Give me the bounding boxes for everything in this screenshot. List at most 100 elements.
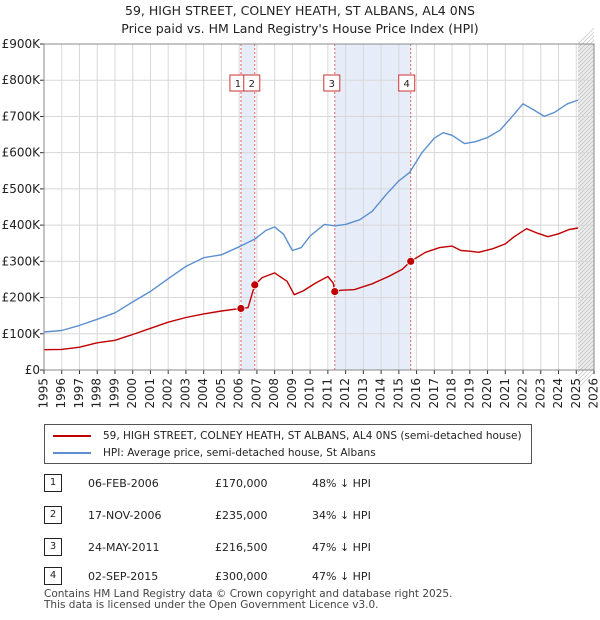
forecast-hatch-line	[577, 171, 595, 189]
transaction-point	[250, 280, 260, 290]
x-tick-label: 2019	[462, 378, 476, 409]
forecast-hatch-line	[577, 259, 595, 277]
x-tick-label: 2012	[338, 378, 352, 409]
forecast-hatch-line	[577, 295, 595, 313]
y-tick-label: £700K	[2, 109, 42, 123]
forecast-hatch-line	[577, 323, 595, 341]
transaction-point	[330, 287, 340, 296]
x-tick-label: 2006	[232, 378, 246, 409]
forecast-hatch-line	[577, 235, 595, 253]
forecast-hatch-line	[577, 159, 595, 177]
x-tick-label: 2013	[356, 378, 370, 409]
forecast-hatch-line	[577, 79, 595, 97]
x-tick-label: 2005	[214, 378, 228, 409]
transaction-box-label: 3	[329, 79, 335, 90]
x-tick-label: 2010	[303, 378, 317, 409]
forecast-hatch-line	[577, 111, 595, 129]
transaction-price: £235,000	[215, 509, 268, 522]
shaded-period	[334, 44, 411, 370]
forecast-hatch-line	[577, 255, 595, 273]
x-tick-label: 2016	[409, 378, 423, 409]
forecast-hatch-line	[577, 263, 595, 281]
forecast-hatch-line	[577, 83, 595, 101]
transaction-point	[406, 256, 416, 266]
forecast-hatch-line	[577, 131, 595, 149]
forecast-hatch-line	[577, 199, 595, 217]
y-tick-label: £100K	[2, 327, 42, 341]
transaction-box-label: 1	[235, 79, 241, 90]
x-tick-label: 1998	[90, 378, 104, 409]
transaction-hpi: 47% ↓ HPI	[312, 570, 371, 583]
forecast-hatch-line	[577, 343, 595, 361]
forecast-hatch-line	[577, 299, 595, 317]
y-tick-label: £0	[25, 363, 40, 377]
forecast-hatch-line	[577, 67, 595, 85]
forecast-hatch-line	[577, 103, 595, 121]
transaction-number: 3	[44, 538, 62, 556]
y-tick-label: £200K	[2, 291, 42, 305]
forecast-hatch-line	[577, 227, 595, 245]
transaction-hpi: 48% ↓ HPI	[312, 477, 371, 490]
x-tick-label: 2025	[569, 378, 583, 409]
forecast-hatch-line	[577, 99, 595, 117]
forecast-hatch-line	[577, 279, 595, 297]
x-tick-label: 2022	[516, 378, 530, 409]
footer-line-1: Contains HM Land Registry data © Crown c…	[44, 588, 453, 600]
transaction-number: 4	[44, 567, 62, 585]
x-tick-label: 2009	[285, 378, 299, 409]
x-tick-label: 2002	[161, 378, 175, 409]
x-tick-label: 2003	[178, 378, 192, 409]
transaction-box-label: 2	[249, 79, 255, 90]
x-tick-label: 2001	[143, 378, 157, 409]
x-tick-label: 2021	[498, 378, 512, 409]
forecast-hatch-line	[577, 355, 595, 373]
forecast-hatch-line	[577, 119, 595, 137]
forecast-hatch-line	[577, 147, 595, 165]
forecast-hatch-line	[577, 183, 595, 201]
legend-swatch-red	[53, 435, 91, 437]
x-tick-label: 2007	[249, 378, 263, 409]
forecast-hatch-line	[577, 223, 595, 241]
forecast-hatch-line	[577, 347, 595, 365]
forecast-hatch-line	[577, 303, 595, 321]
forecast-hatch-line	[577, 215, 595, 233]
transaction-box	[398, 74, 416, 92]
forecast-hatch-line	[577, 371, 595, 389]
forecast-hatch-line	[577, 315, 595, 333]
forecast-hatch-line	[577, 219, 595, 237]
transaction-point	[236, 304, 246, 313]
forecast-hatch-line	[577, 207, 595, 225]
forecast-hatch-line	[577, 339, 595, 357]
forecast-region	[578, 44, 594, 370]
forecast-hatch-line	[577, 127, 595, 145]
forecast-hatch-line	[577, 163, 595, 181]
forecast-hatch-line	[577, 167, 595, 185]
y-tick-label: £500K	[2, 182, 42, 196]
forecast-hatch-line	[577, 39, 595, 57]
shaded-period	[240, 44, 255, 370]
forecast-hatch-line	[577, 47, 595, 65]
forecast-hatch-line	[577, 359, 595, 377]
y-tick-label: £800K	[2, 73, 42, 87]
forecast-hatch-line	[577, 115, 595, 133]
forecast-hatch-line	[577, 351, 595, 369]
transaction-price: £216,500	[215, 541, 268, 554]
transaction-hpi: 47% ↓ HPI	[312, 541, 371, 554]
y-tick-label: £600K	[2, 146, 42, 160]
x-tick-label: 1995	[37, 378, 51, 409]
forecast-hatch-line	[577, 287, 595, 305]
transaction-date: 02-SEP-2015	[88, 570, 159, 583]
y-tick-label: £300K	[2, 254, 42, 268]
x-tick-label: 2008	[267, 378, 281, 409]
transaction-date: 17-NOV-2006	[88, 509, 162, 522]
x-tick-label: 2017	[427, 378, 441, 409]
x-tick-label: 2026	[587, 378, 600, 409]
forecast-hatch-line	[577, 191, 595, 209]
forecast-hatch-line	[577, 123, 595, 141]
forecast-hatch-line	[577, 367, 595, 385]
legend-label-property: 59, HIGH STREET, COLNEY HEATH, ST ALBANS…	[103, 430, 522, 442]
x-tick-label: 2018	[445, 378, 459, 409]
price-chart: £0 £100K £200K £300K £400K £500K £600K £700K £80…	[2, 27, 600, 409]
forecast-hatch-line	[577, 327, 595, 345]
forecast-hatch-line	[577, 51, 595, 69]
